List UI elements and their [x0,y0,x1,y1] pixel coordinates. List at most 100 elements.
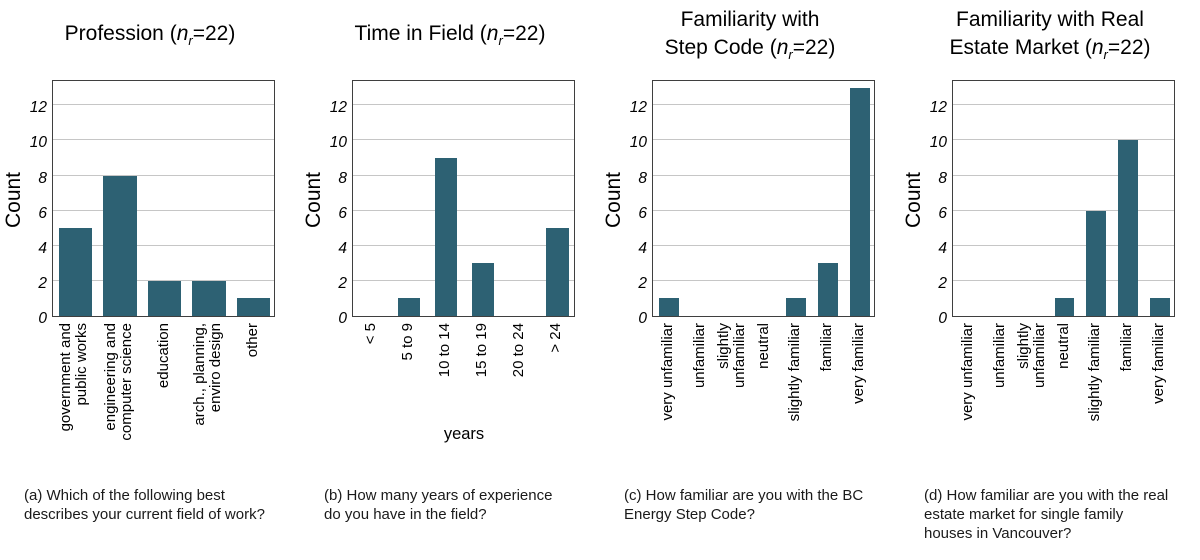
gridline [53,209,274,211]
gridline [653,139,874,141]
x-tick-labels-c: very unfamiliar unfamiliar slightly unfami… [652,323,876,475]
chart-body-b: Count 0 2 4 6 8 10 12 [300,80,600,327]
y-tick-label: 2 [38,274,47,292]
y-tick-label: 6 [38,204,47,222]
chart-title-prefix: Familiarity with Step Code ( [664,8,820,60]
chart-title-prefix: Profession ( [64,22,177,46]
title-n-symbol: n [176,22,189,46]
chart-panel-d: Familiarity with Real Estate Market (nr=… [900,0,1200,560]
y-tick-label: 12 [29,99,47,117]
x-tick-label: engineering and computer science [101,323,135,441]
gridline [653,104,874,106]
title-n-subscript: r [188,33,193,49]
x-tick-label: very unfamiliar [658,323,676,421]
x-tick-label: very familiar [1149,323,1167,404]
x-tick-label: familiar [1118,323,1136,372]
x-tick-labels-d: very unfamiliar unfamiliar slightly unfami… [952,323,1176,475]
x-axis-title: years [443,425,485,443]
plot-area-c [652,80,875,317]
title-n-symbol: n [1091,36,1104,60]
plot-area-d [952,80,1175,317]
x-tick-label: familiar [818,323,836,372]
bar [659,298,679,316]
y-tick-label: 10 [29,134,47,152]
x-tick-label: unfamiliar [990,323,1008,389]
gridline [953,209,1174,211]
caption-b: (b) How many years of experience do you … [324,487,553,524]
x-tick-label: neutral [1054,323,1072,369]
y-tick-label: 0 [38,310,47,327]
bar [850,87,870,316]
bar [1150,298,1170,316]
y-tick-label: 12 [929,99,947,117]
x-tick-label: > 24 [547,323,565,353]
y-tick-label: 8 [338,169,347,187]
gridline [53,104,274,106]
gridline [353,244,574,246]
bar [58,228,92,316]
y-tick-label: 6 [638,204,647,222]
y-tick-label: 2 [338,274,347,292]
x-tick-label: 15 to 19 [472,323,490,378]
chart-title-suffix: =22) [192,22,236,46]
gridline [53,244,274,246]
bar [1054,298,1075,316]
bar [818,263,839,316]
title-n-symbol: n [486,22,499,46]
x-tick-label: 20 to 24 [510,323,528,378]
chart-title-suffix: =22) [502,22,546,46]
y-tick-label: 12 [329,99,347,117]
chart-title-suffix: =22) [792,36,836,60]
title-n-subscript: r [498,33,503,49]
y-tick-label: 10 [929,134,947,152]
chart-panel-a: Profession (nr=22) Count 0 2 4 6 8 10 12 governme… [0,0,300,560]
x-tick-label: education [154,323,172,389]
plot-area-a [52,80,275,317]
plot-area-b [352,80,575,317]
y-tick-label: 8 [638,169,647,187]
bar [103,175,137,316]
x-tick-label: other [243,323,261,358]
chart-title-b: Time in Field (nr=22) [300,0,600,70]
chart-title-text: Familiarity with Step Code (nr=22) [665,6,836,63]
y-axis-label: Count [900,80,928,319]
chart-title-text: Profession (nr=22) [65,20,236,49]
chart-title-text: Familiarity with Real Estate Market (nr=… [949,6,1150,63]
y-axis-label-text: Count [602,171,626,228]
gridline [53,174,274,176]
bar [236,298,271,316]
x-tick-labels-a: government and public works engineering a… [52,323,276,475]
bar [147,280,182,316]
gridline [653,279,874,281]
caption-d: (d) How familiar are you with the real e… [924,487,1169,543]
title-n-subscript: r [788,47,793,63]
y-axis-label-text: Count [2,171,26,228]
chart-body-a: Count 0 2 4 6 8 10 12 [0,80,300,327]
chart-title-prefix: Familiarity with Real Estate Market ( [949,8,1144,60]
chart-title-c: Familiarity with Step Code (nr=22) [600,0,900,70]
x-tick-label: 5 to 9 [398,323,416,361]
chart-title-prefix: Time in Field ( [354,22,487,46]
gridline [353,139,574,141]
chart-body-d: Count 0 2 4 6 8 10 12 [900,80,1200,327]
gridline [953,174,1174,176]
y-tick-label: 2 [938,274,947,292]
y-axis-label: Count [600,80,628,319]
y-tick-label: 0 [338,310,347,327]
bar [1118,140,1139,316]
x-tick-label: very familiar [849,323,867,404]
y-tick-label: 10 [629,134,647,152]
x-tick-label: unfamiliar [690,323,708,389]
y-tick-label: 6 [338,204,347,222]
title-n-symbol: n [776,36,789,60]
y-tick-label: 4 [938,239,947,257]
x-tick-label: very unfamiliar [958,323,976,421]
gridline [953,139,1174,141]
y-tick-labels: 0 2 4 6 8 10 12 [928,80,952,327]
gridline [353,279,574,281]
y-tick-label: 12 [629,99,647,117]
x-tick-labels-b: < 5 5 to 9 10 to 14 15 to 19 20 to 24 > 24 yea… [352,323,576,475]
gridline [953,104,1174,106]
x-tick-label: neutral [754,323,772,369]
